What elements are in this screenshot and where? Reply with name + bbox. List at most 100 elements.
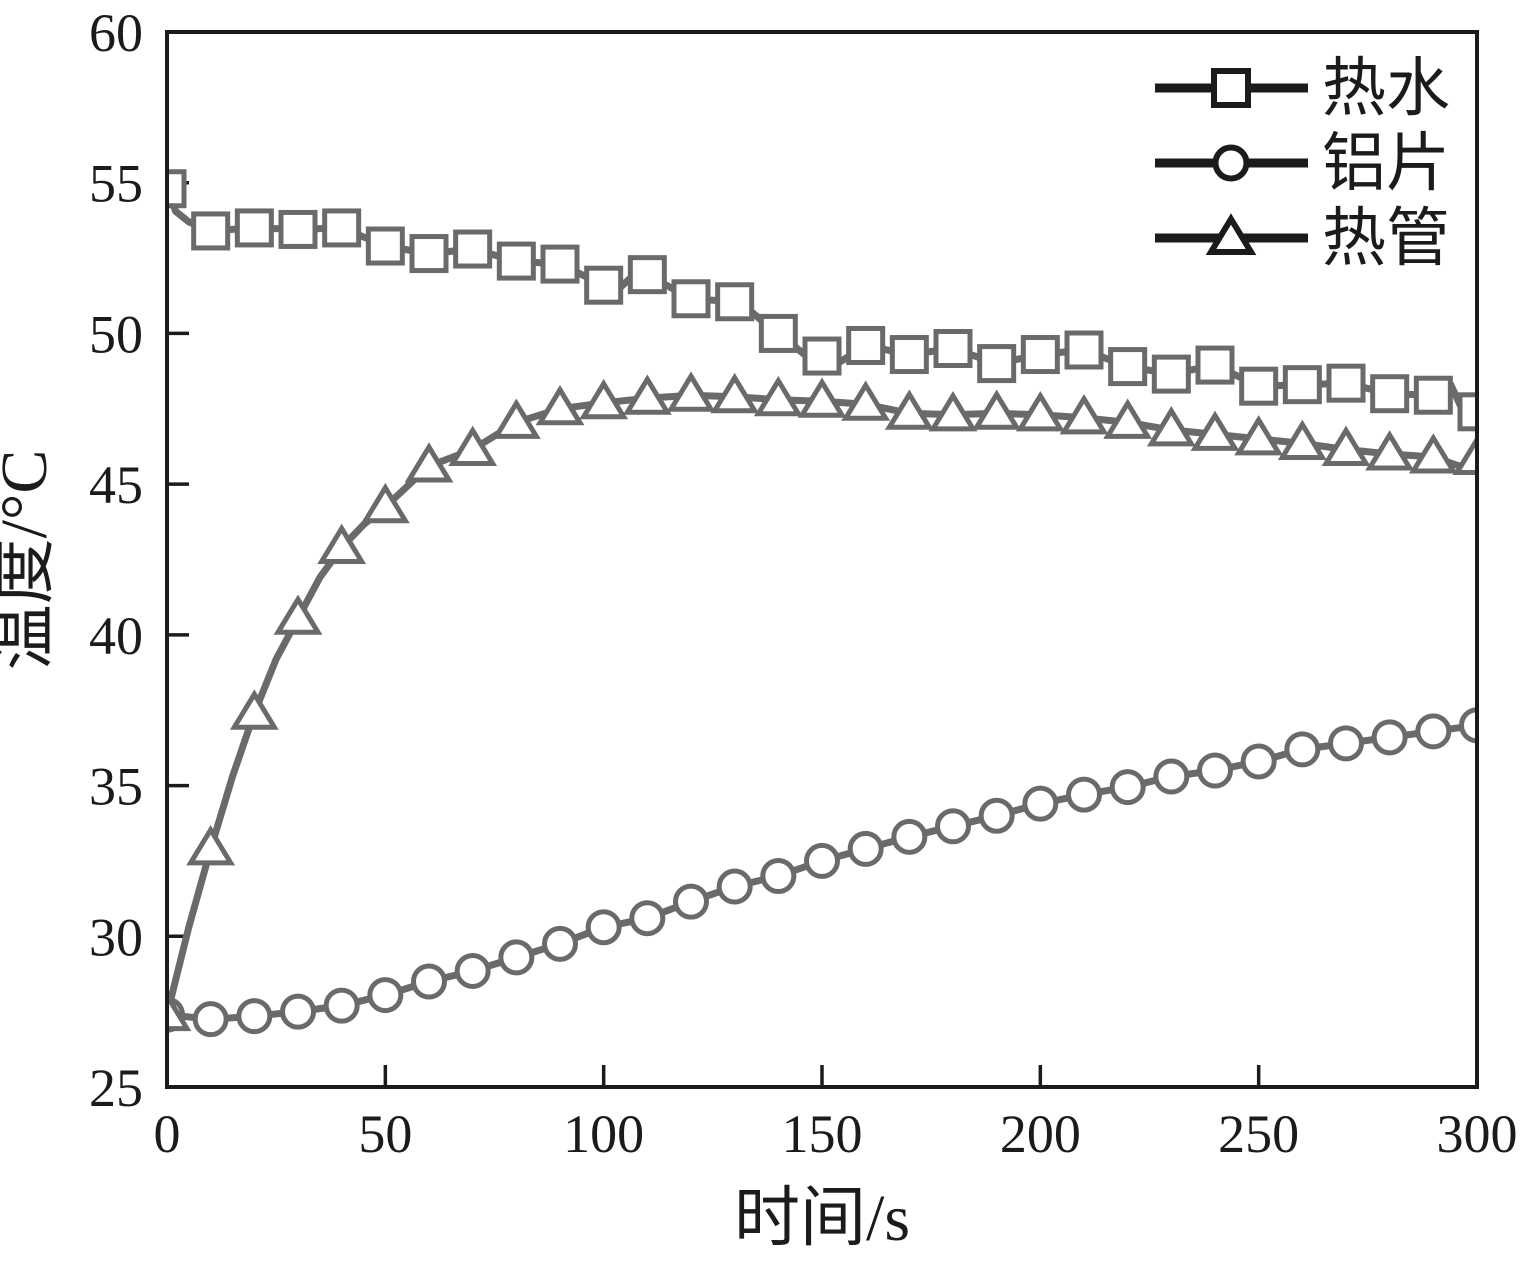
square-marker: [627, 255, 667, 295]
triangle-marker: [491, 398, 541, 439]
circle-marker: [411, 963, 447, 1000]
circle-marker: [935, 808, 971, 845]
square-marker: [1326, 363, 1366, 403]
circle-marker: [192, 1001, 229, 1038]
triangle-marker: [360, 482, 410, 524]
square-marker: [1151, 354, 1191, 394]
circle-marker: [1066, 776, 1102, 813]
series-layer: [167, 169, 1477, 1038]
square-marker: [191, 211, 231, 251]
triangle-marker: [448, 425, 498, 466]
triangle-marker: [666, 371, 716, 412]
plot-border: [165, 30, 1479, 1089]
circle-marker: [323, 987, 360, 1024]
circle-marker: [891, 818, 928, 855]
square-marker: [1413, 375, 1453, 415]
circle-marker: [1371, 719, 1408, 756]
triangle-marker: [972, 389, 1022, 430]
triangle-marker: [273, 594, 323, 635]
series-aluminum-sheet: [167, 707, 1477, 1038]
square-marker: [540, 244, 580, 284]
square-marker: [453, 229, 493, 269]
y-tick-label: 60: [89, 3, 143, 63]
x-tick-label: 300: [1437, 1104, 1518, 1164]
circle-marker: [978, 797, 1015, 834]
square-marker: [1064, 330, 1104, 370]
triangle-marker: [1408, 433, 1458, 474]
x-tick-label: 50: [358, 1104, 412, 1164]
square-marker: [234, 208, 274, 248]
x-tick-label: 250: [1218, 1104, 1299, 1164]
square-marker: [977, 344, 1017, 384]
y-tick-label: 50: [89, 304, 143, 364]
circle-marker: [1153, 758, 1190, 795]
triangle-marker: [535, 384, 585, 426]
y-tick-label: 35: [89, 757, 143, 817]
square-marker: [278, 209, 318, 249]
triangle-marker: [1015, 390, 1065, 432]
triangle-marker: [404, 442, 454, 483]
legend-triangle-marker: [1205, 213, 1257, 255]
triangle-marker: [1103, 398, 1153, 439]
square-marker: [802, 336, 842, 376]
legend-item-aluminum-sheet: 铝片: [1155, 128, 1450, 199]
circle-marker: [1328, 725, 1364, 762]
y-tick-label: 40: [89, 606, 143, 666]
x-tick-label: 0: [154, 1104, 181, 1164]
triangle-marker: [884, 389, 934, 430]
x-tick-label: 150: [782, 1104, 863, 1164]
legend-label-hot-water: 热水: [1322, 53, 1450, 124]
square-marker: [1370, 374, 1410, 414]
square-marker: [846, 325, 886, 365]
x-tick-label: 100: [563, 1104, 644, 1164]
square-marker: [167, 169, 187, 209]
circle-marker: [1284, 731, 1321, 768]
circle-marker: [1240, 743, 1277, 780]
triangle-marker: [622, 374, 672, 415]
circle-marker: [1109, 769, 1146, 806]
triangle-marker: [841, 380, 891, 421]
triangle-marker: [1059, 394, 1109, 435]
square-marker: [671, 279, 711, 319]
legend-label-aluminum-sheet: 铝片: [1322, 128, 1450, 199]
triangle-marker: [186, 825, 236, 866]
square-marker: [584, 265, 624, 305]
square-marker: [1020, 335, 1060, 375]
series-heat-pipe: [167, 371, 1477, 1032]
triangle-marker: [1234, 415, 1284, 456]
legend-item-hot-water: 热水: [1155, 53, 1450, 124]
triangle-marker: [928, 390, 978, 432]
square-marker: [758, 313, 798, 353]
square-marker: [322, 208, 362, 248]
square-marker: [409, 234, 449, 274]
circle-marker: [629, 900, 666, 937]
legend-square-marker: [1211, 68, 1251, 108]
y-tick-label: 25: [89, 1058, 143, 1118]
square-marker: [1195, 345, 1235, 385]
triangle-marker: [1365, 430, 1415, 471]
x-tick-label: 200: [1000, 1104, 1081, 1164]
circle-marker: [236, 998, 273, 1035]
triangle-marker: [229, 689, 279, 730]
triangle-marker: [1190, 410, 1240, 451]
circle-marker: [1197, 752, 1233, 789]
square-marker: [1108, 347, 1148, 387]
y-axis-title: 温度/°C: [0, 450, 61, 671]
legend-circle-marker: [1212, 144, 1250, 182]
circle-marker: [804, 842, 840, 879]
triangle-marker: [1146, 406, 1196, 447]
square-marker: [1239, 366, 1279, 406]
circle-marker: [760, 858, 797, 894]
circle-marker: [585, 909, 622, 946]
circle-marker: [542, 925, 578, 962]
square-marker: [496, 241, 536, 281]
triangle-marker: [1452, 434, 1477, 476]
circle-marker: [1022, 785, 1059, 822]
triangle-marker: [710, 372, 760, 414]
axis-ticks: 0 50 100 150 200 250 300 25 30 35 40 45 50 55 60: [89, 3, 1518, 1164]
square-marker: [1282, 365, 1322, 405]
circle-marker: [498, 939, 535, 976]
y-tick-label: 45: [89, 455, 143, 515]
